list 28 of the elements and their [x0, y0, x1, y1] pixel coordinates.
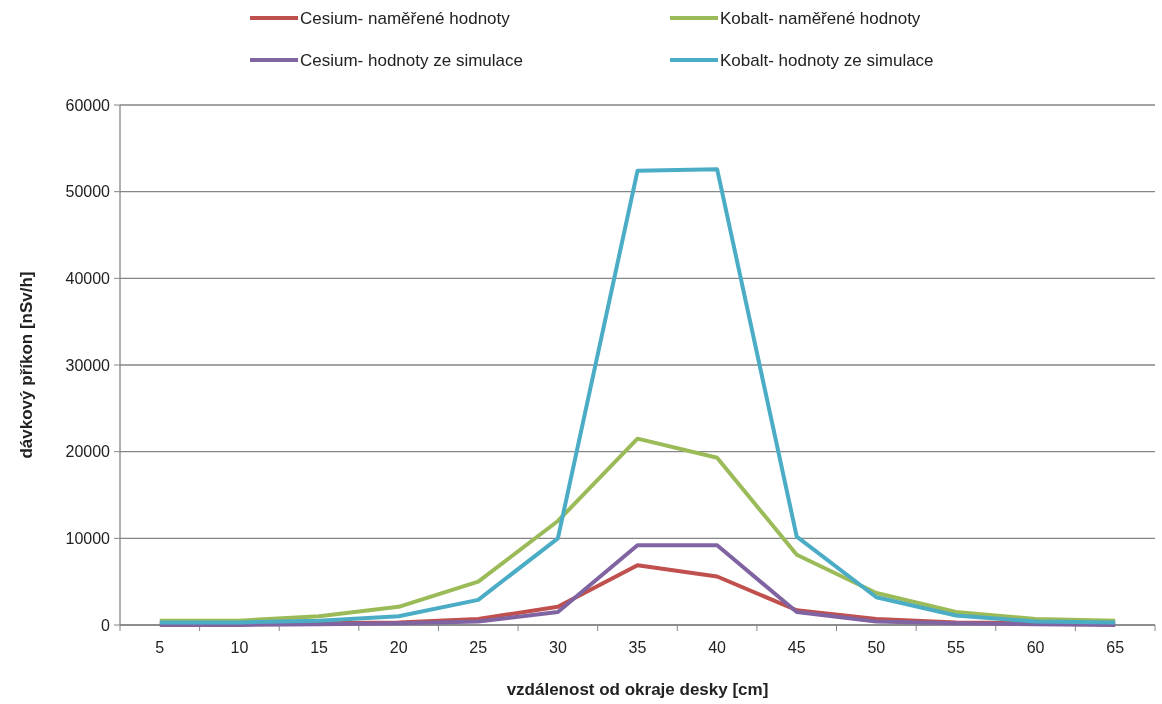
legend-label: Kobalt- naměřené hodnoty	[720, 8, 921, 28]
line-series	[157, 543, 1118, 627]
x-tick-label: 20	[389, 639, 408, 656]
legend-label: Kobalt- hodnoty ze simulace	[720, 50, 934, 70]
legend-label: Cesium- hodnoty ze simulace	[300, 50, 523, 70]
x-tick-label: 5	[155, 639, 165, 656]
x-tick-label: 60	[1026, 639, 1045, 656]
legend-label: Cesium- naměřené hodnoty	[300, 8, 511, 28]
line-series	[157, 167, 1118, 625]
x-tick-label: 10	[230, 639, 249, 656]
x-tick-label: 45	[787, 639, 806, 656]
y-tick-label: 0	[101, 616, 111, 634]
y-tick-label: 40000	[65, 269, 111, 287]
x-tick-label: 65	[1106, 639, 1125, 656]
x-tick-label: 25	[469, 639, 488, 656]
x-tick-label: 30	[548, 639, 567, 656]
y-tick-label: 30000	[65, 356, 111, 374]
y-tick-label: 10000	[65, 529, 111, 547]
x-tick-label: 15	[310, 639, 329, 656]
y-tick-label: 50000	[65, 183, 111, 201]
x-axis-title: vzdálenost od okraje desky [cm]	[506, 680, 769, 699]
x-tick-label: 40	[708, 639, 727, 656]
x-tick-label: 50	[867, 639, 886, 656]
y-axis-title: dávkový příkon [nSv/h]	[17, 271, 36, 459]
x-tick-label: 55	[947, 639, 965, 656]
y-tick-label: 20000	[65, 443, 111, 461]
y-tick-label: 60000	[65, 96, 111, 114]
x-tick-label: 35	[628, 639, 647, 656]
